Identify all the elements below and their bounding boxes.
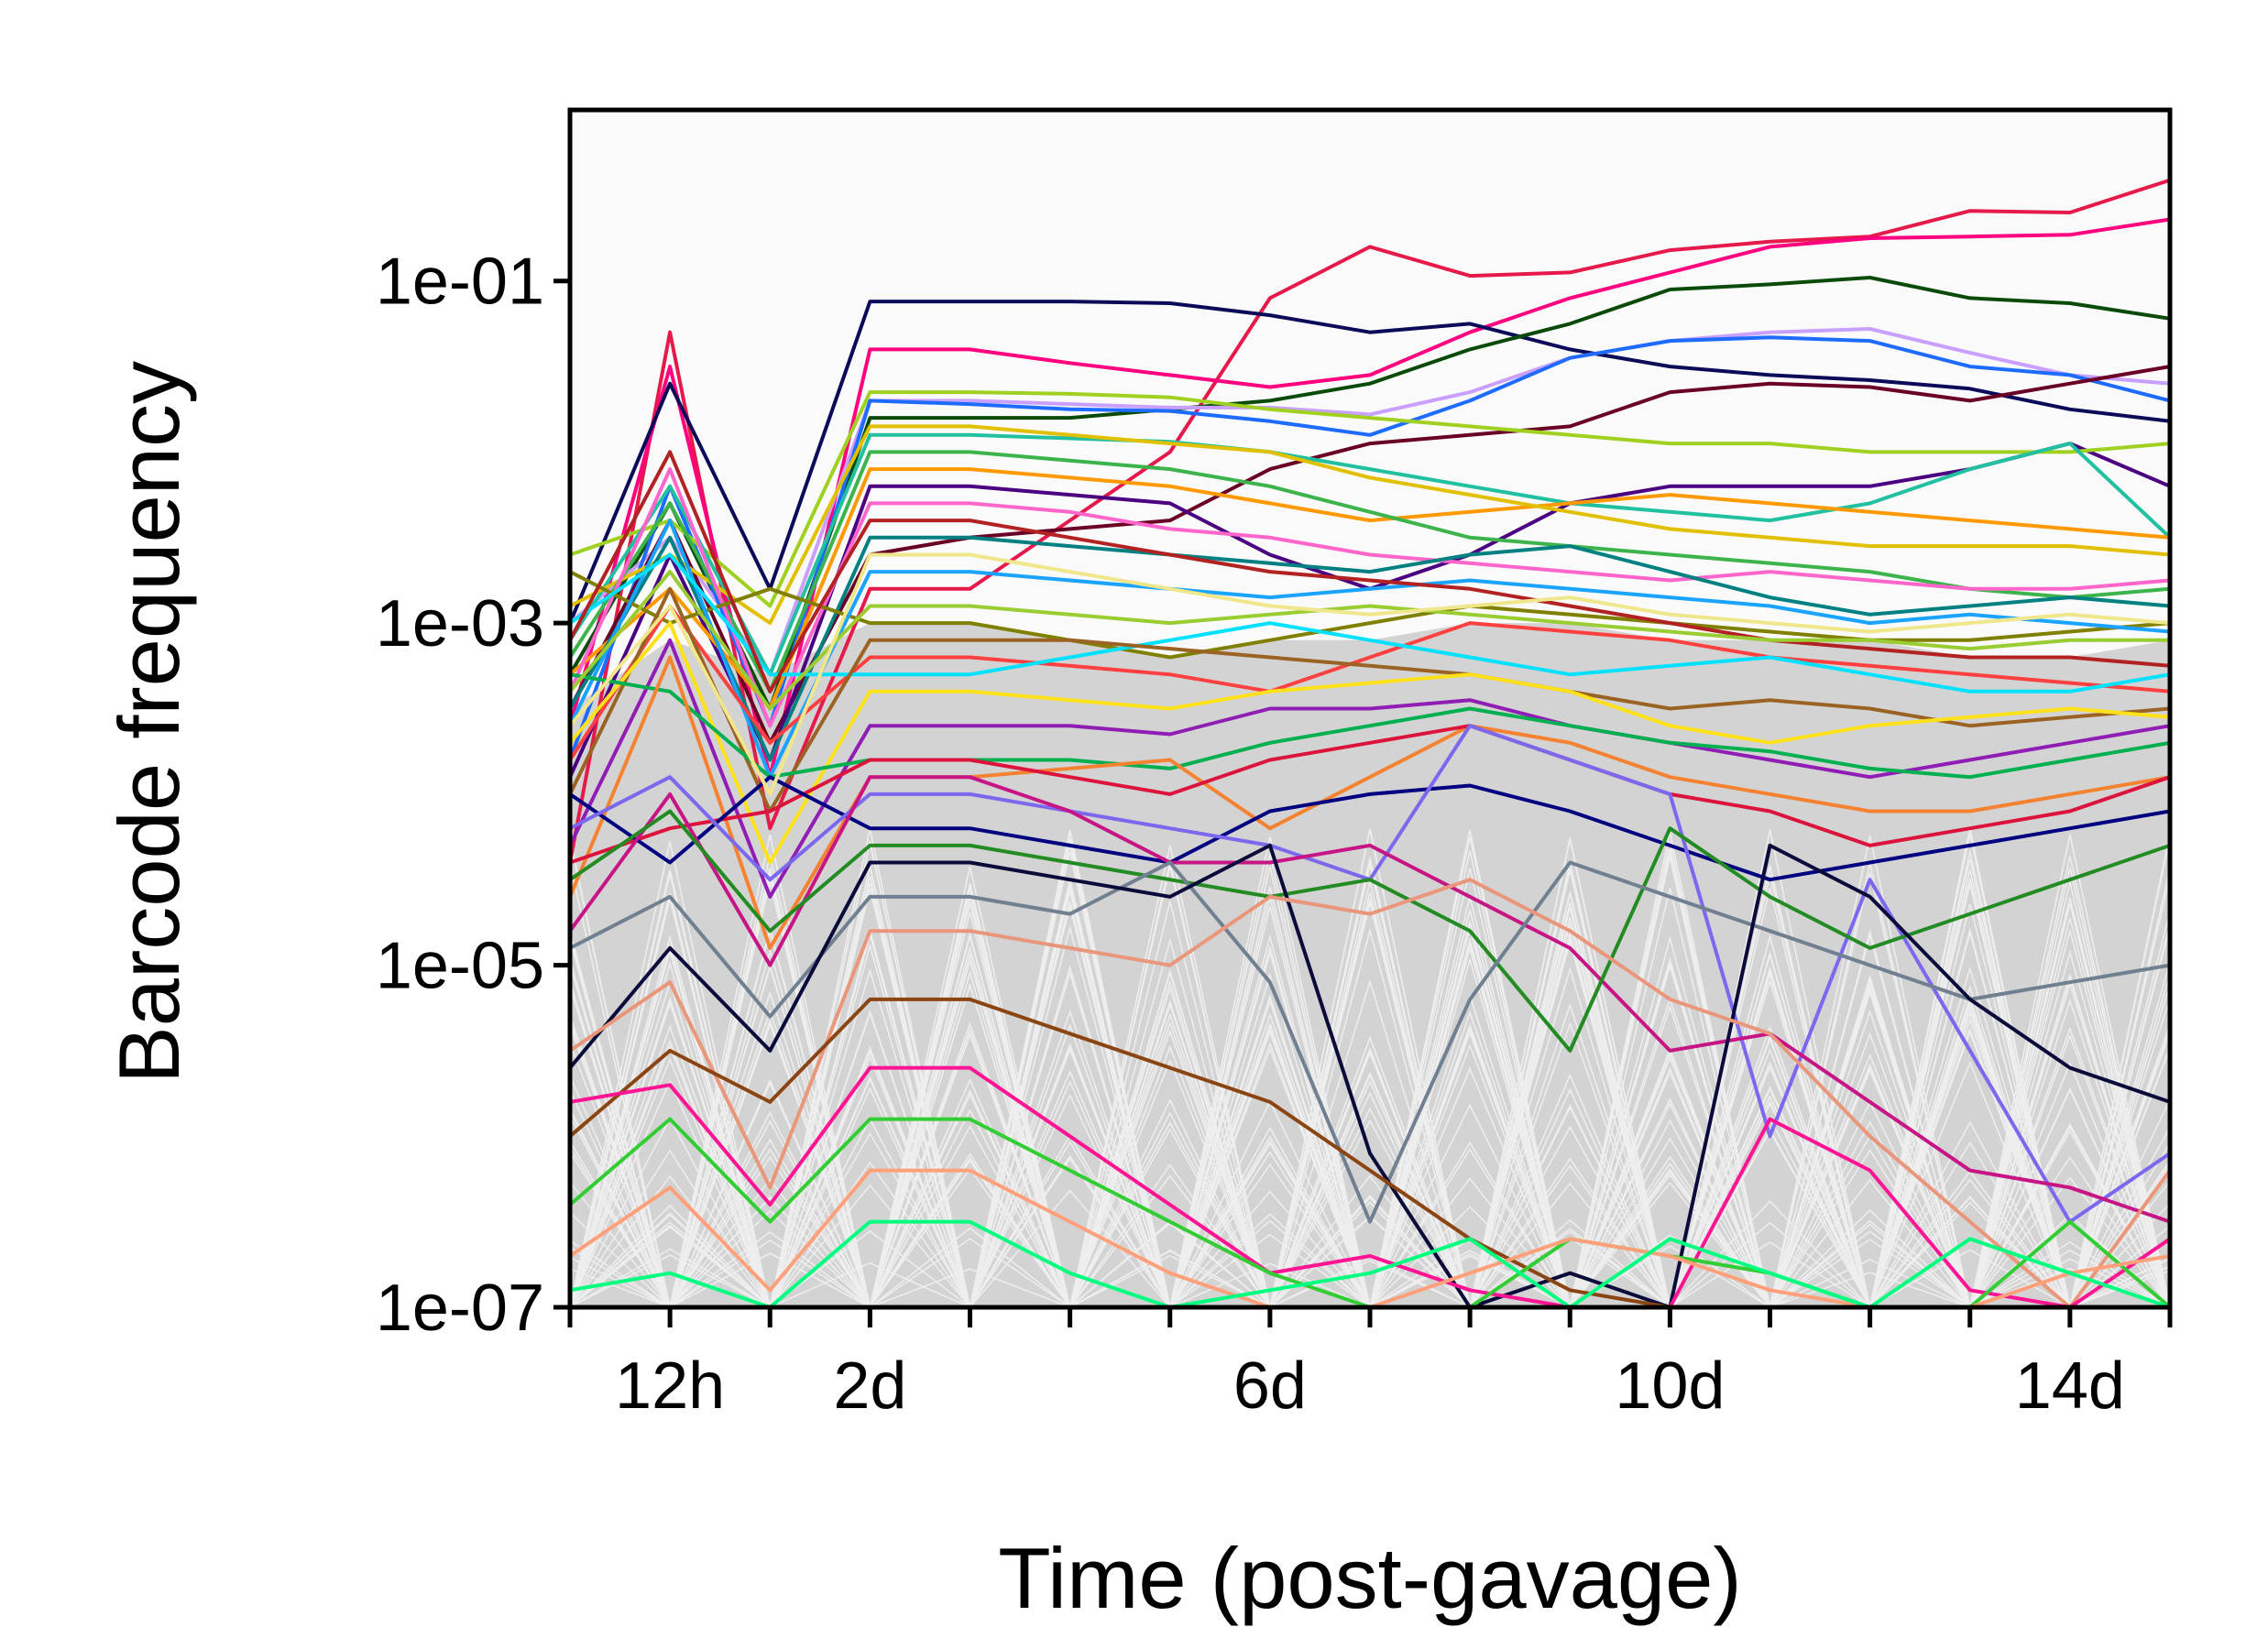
- series-line-22: [570, 672, 2170, 780]
- series-line-10: [570, 467, 2170, 711]
- series-line-39: [570, 552, 2170, 796]
- background-series-line: [570, 873, 2170, 1307]
- series-line-23: [570, 655, 2170, 950]
- y-axis-title: Barcode frequency: [101, 361, 197, 1084]
- series-line-9: [570, 432, 2170, 677]
- series-line-6: [570, 365, 2170, 745]
- background-series-line: [570, 828, 2170, 1307]
- series-line-32: [570, 997, 2170, 1307]
- background-series-line: [570, 829, 2170, 1307]
- background-series-line: [570, 835, 2170, 1307]
- series-line-19: [570, 586, 2170, 814]
- series-line-24: [570, 724, 2170, 865]
- y-tick-label: 1e-05: [376, 930, 544, 1003]
- series-line-27: [570, 775, 2170, 1224]
- y-tick-label: 1e-07: [376, 1272, 544, 1345]
- y-tick-label: 1e-01: [376, 246, 544, 319]
- highlighted-series-group: [570, 178, 2170, 1307]
- series-line-33: [570, 1065, 2170, 1307]
- series-line-34: [570, 1117, 2170, 1307]
- series-line-11: [570, 424, 2170, 626]
- series-line-38: [570, 570, 2170, 711]
- series-line-12: [570, 450, 2170, 693]
- x-tick-label: 14d: [2015, 1349, 2125, 1423]
- background-series-line: [570, 851, 2170, 1307]
- series-line-36: [570, 1219, 2170, 1307]
- y-tick-label: 1e-03: [376, 587, 544, 661]
- series-line-17: [570, 604, 2170, 761]
- series-line-8: [570, 390, 2170, 608]
- series-line-5: [570, 335, 2170, 761]
- background-series-line: [570, 906, 2170, 1307]
- series-line-20: [570, 621, 2170, 865]
- background-series-line: [570, 903, 2170, 1307]
- background-series-line: [570, 851, 2170, 1307]
- background-series-line: [570, 834, 2170, 1307]
- series-line-18: [570, 552, 2170, 693]
- x-tick-label: 10d: [1615, 1349, 1725, 1423]
- series-line-29: [570, 860, 2170, 1224]
- x-axis-title: Time (post-gavage): [998, 1530, 1741, 1626]
- x-tick-label: 2d: [833, 1349, 906, 1423]
- x-tick-label: 12h: [615, 1349, 725, 1423]
- series-line-15: [570, 570, 2170, 660]
- background-series-line: [570, 828, 2170, 1307]
- background-series-line: [570, 835, 2170, 1307]
- series-line-0: [570, 178, 2170, 863]
- series-line-25: [570, 775, 2170, 882]
- series-line-2: [570, 300, 2170, 624]
- series-line-31: [570, 878, 2170, 1307]
- series-line-30: [570, 843, 2170, 1307]
- x-axis: 12h 2d 6d 10d 14d: [567, 1307, 2173, 1423]
- background-series-line: [570, 868, 2170, 1307]
- series-line-35: [570, 1168, 2170, 1307]
- background-series-line: [570, 899, 2170, 1307]
- x-tick-label: 6d: [1233, 1349, 1307, 1423]
- background-series-line: [570, 849, 2170, 1307]
- series-line-28: [570, 809, 2170, 1053]
- y-axis: 1e-07 1e-05 1e-03 1e-01: [376, 246, 570, 1345]
- series-line-37: [570, 450, 2170, 693]
